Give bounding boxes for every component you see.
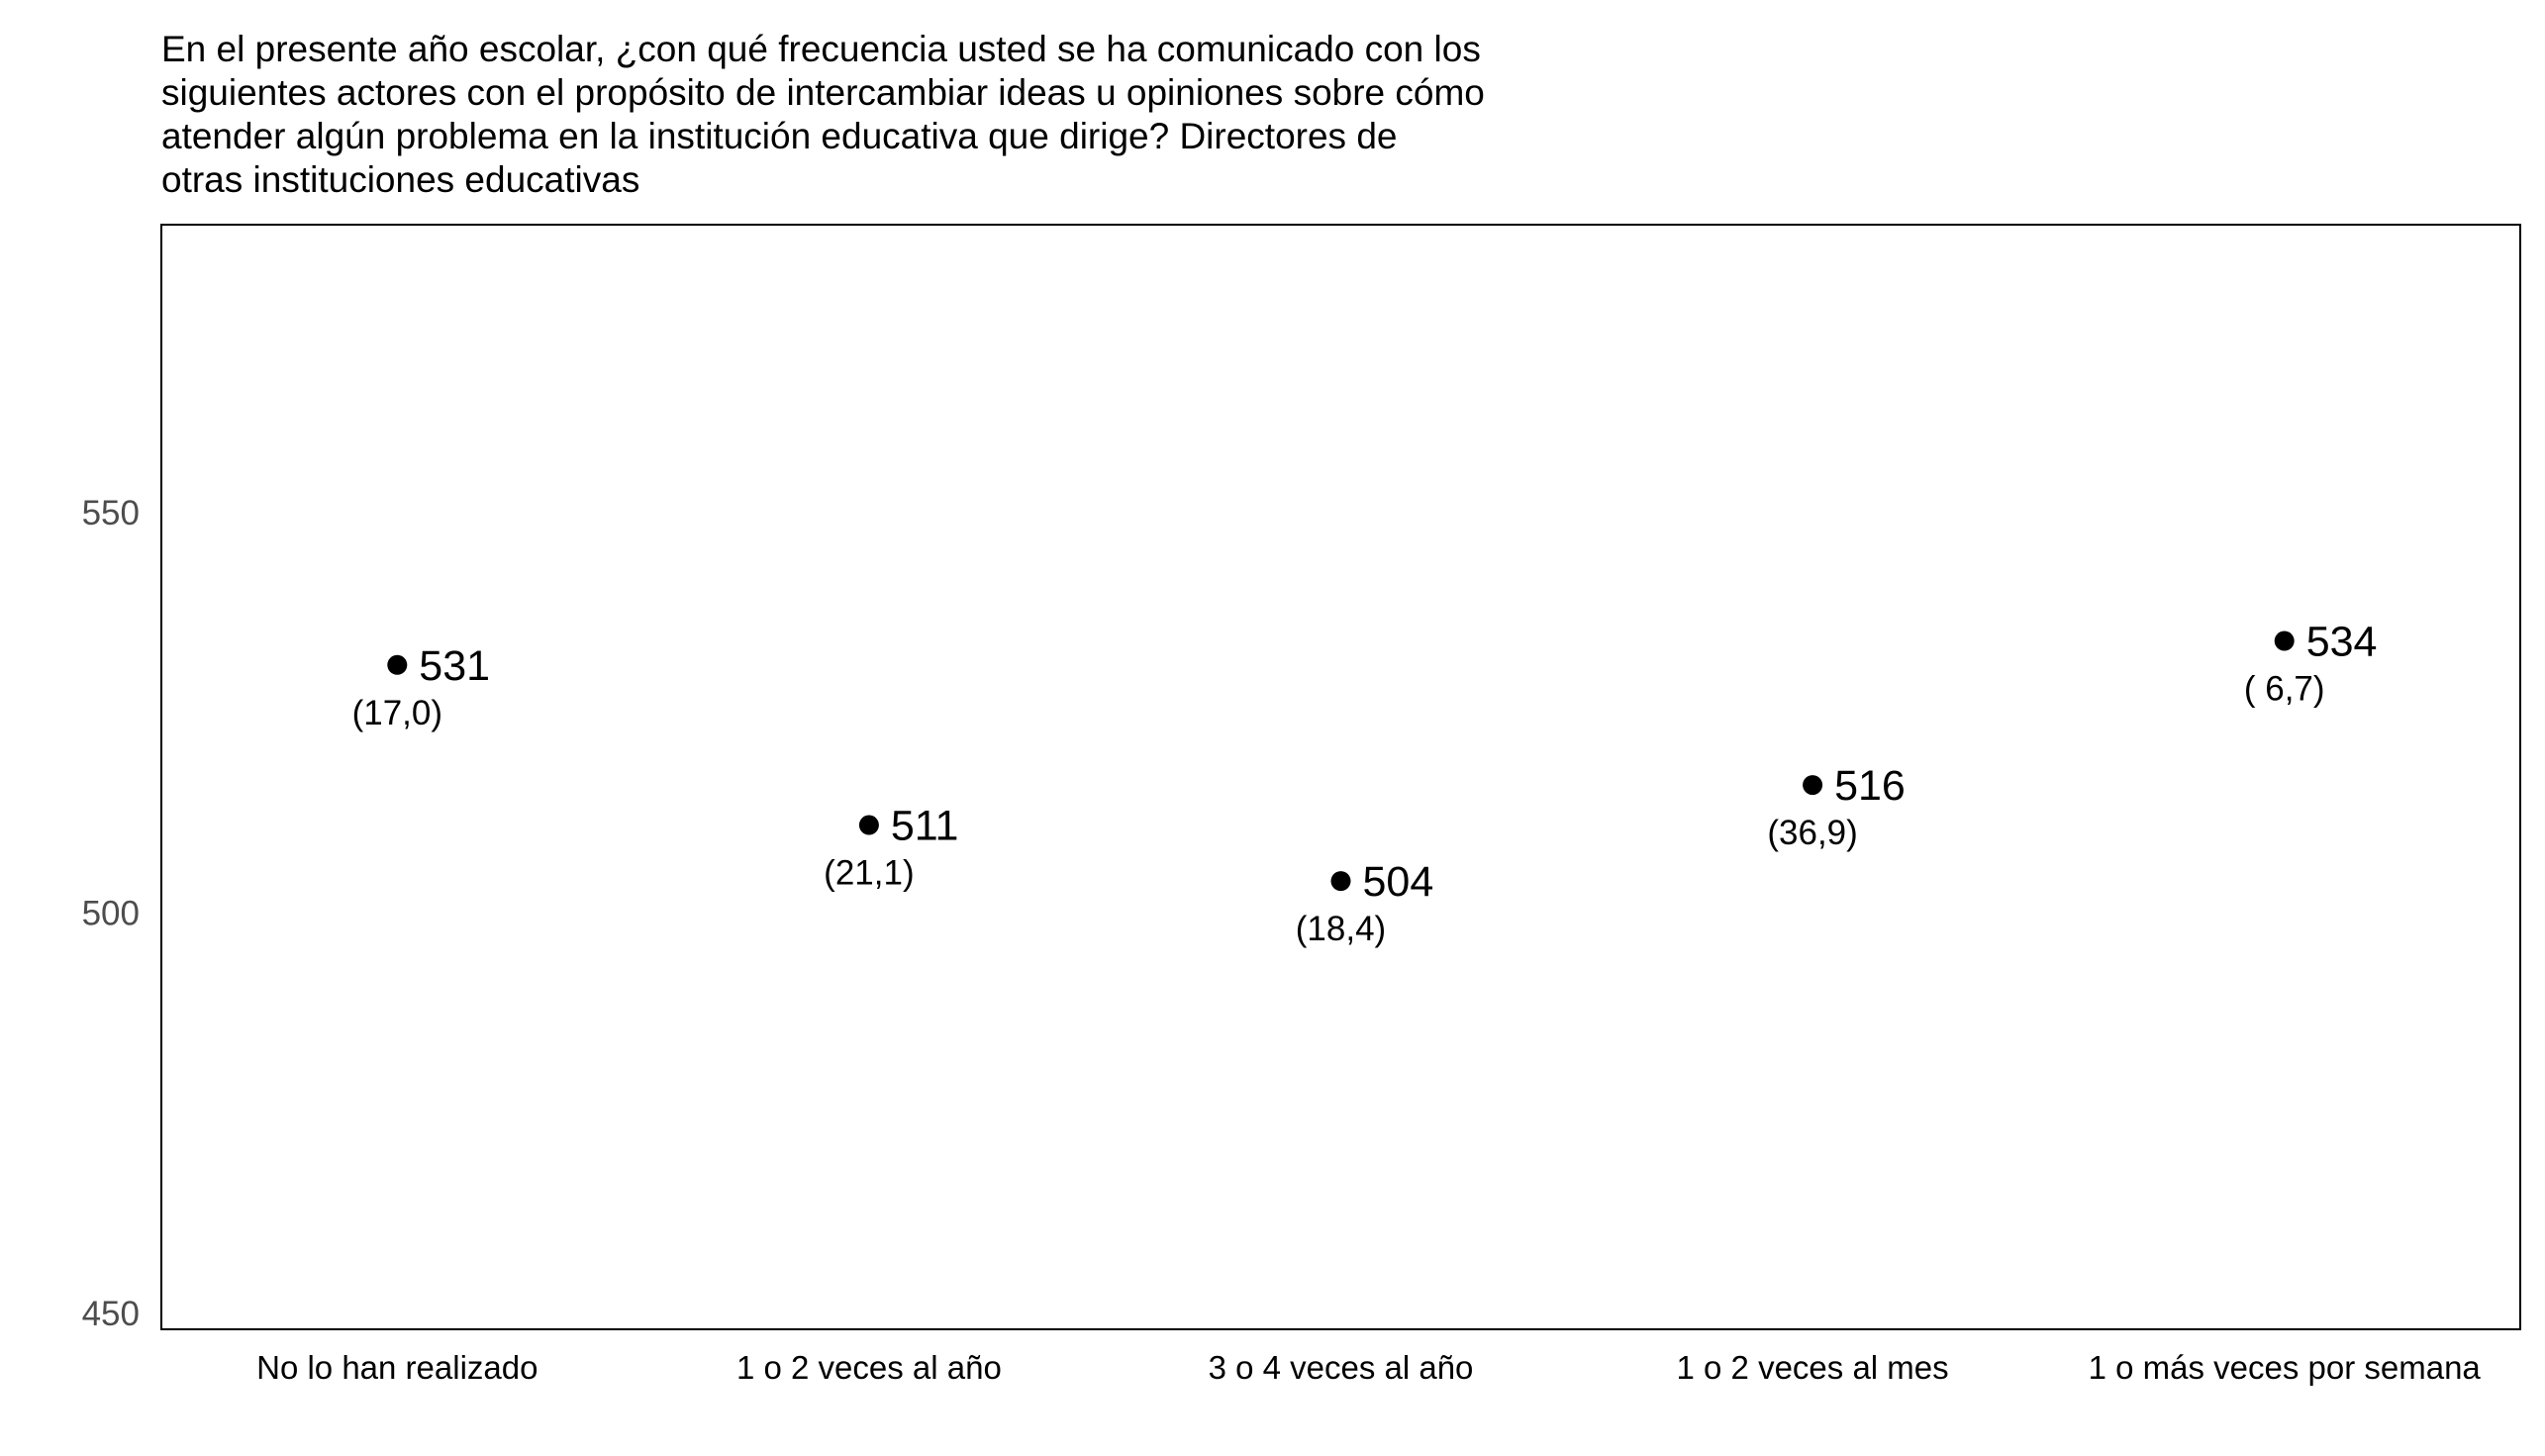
standard-error-label: (17,0) xyxy=(352,694,442,732)
data-point xyxy=(387,654,408,675)
x-tick-label: No lo han realizado xyxy=(256,1349,538,1386)
y-tick-label: 550 xyxy=(82,494,140,533)
data-point xyxy=(2274,631,2295,651)
x-axis: No lo han realizado 1 o 2 veces al año 3 o… xyxy=(256,1349,2481,1386)
chart-title: En el presente año escolar, ¿con qué fre… xyxy=(161,29,1485,200)
standard-error-label: (18,4) xyxy=(1296,910,1386,948)
standard-error-label: ( 6,7) xyxy=(2244,670,2325,709)
data-point xyxy=(1330,871,1351,892)
y-tick-label: 500 xyxy=(82,894,140,932)
value-label: 504 xyxy=(1363,858,1434,906)
y-axis: 450 500 550 xyxy=(82,494,140,1333)
x-tick-label: 3 o 4 veces al año xyxy=(1209,1349,1474,1386)
x-tick-label: 1 o 2 veces al año xyxy=(736,1349,1002,1386)
standard-error-label: (36,9) xyxy=(1767,814,1857,852)
standard-error-label: (21,1) xyxy=(824,854,914,893)
data-points: 531 (17,0) 511 (21,1) 504 (18,4) 516 (36,9) 534 (… xyxy=(352,619,2378,949)
x-tick-label: 1 o más veces por semana xyxy=(2089,1349,2482,1386)
value-label: 534 xyxy=(2306,619,2378,666)
y-tick-label: 450 xyxy=(82,1295,140,1333)
value-label: 511 xyxy=(891,803,959,850)
data-point xyxy=(1803,775,1823,796)
x-tick-label: 1 o 2 veces al mes xyxy=(1677,1349,1949,1386)
value-label: 531 xyxy=(419,642,490,690)
value-label: 516 xyxy=(1834,762,1906,810)
data-point xyxy=(858,815,879,835)
plot-frame xyxy=(160,224,2521,1330)
